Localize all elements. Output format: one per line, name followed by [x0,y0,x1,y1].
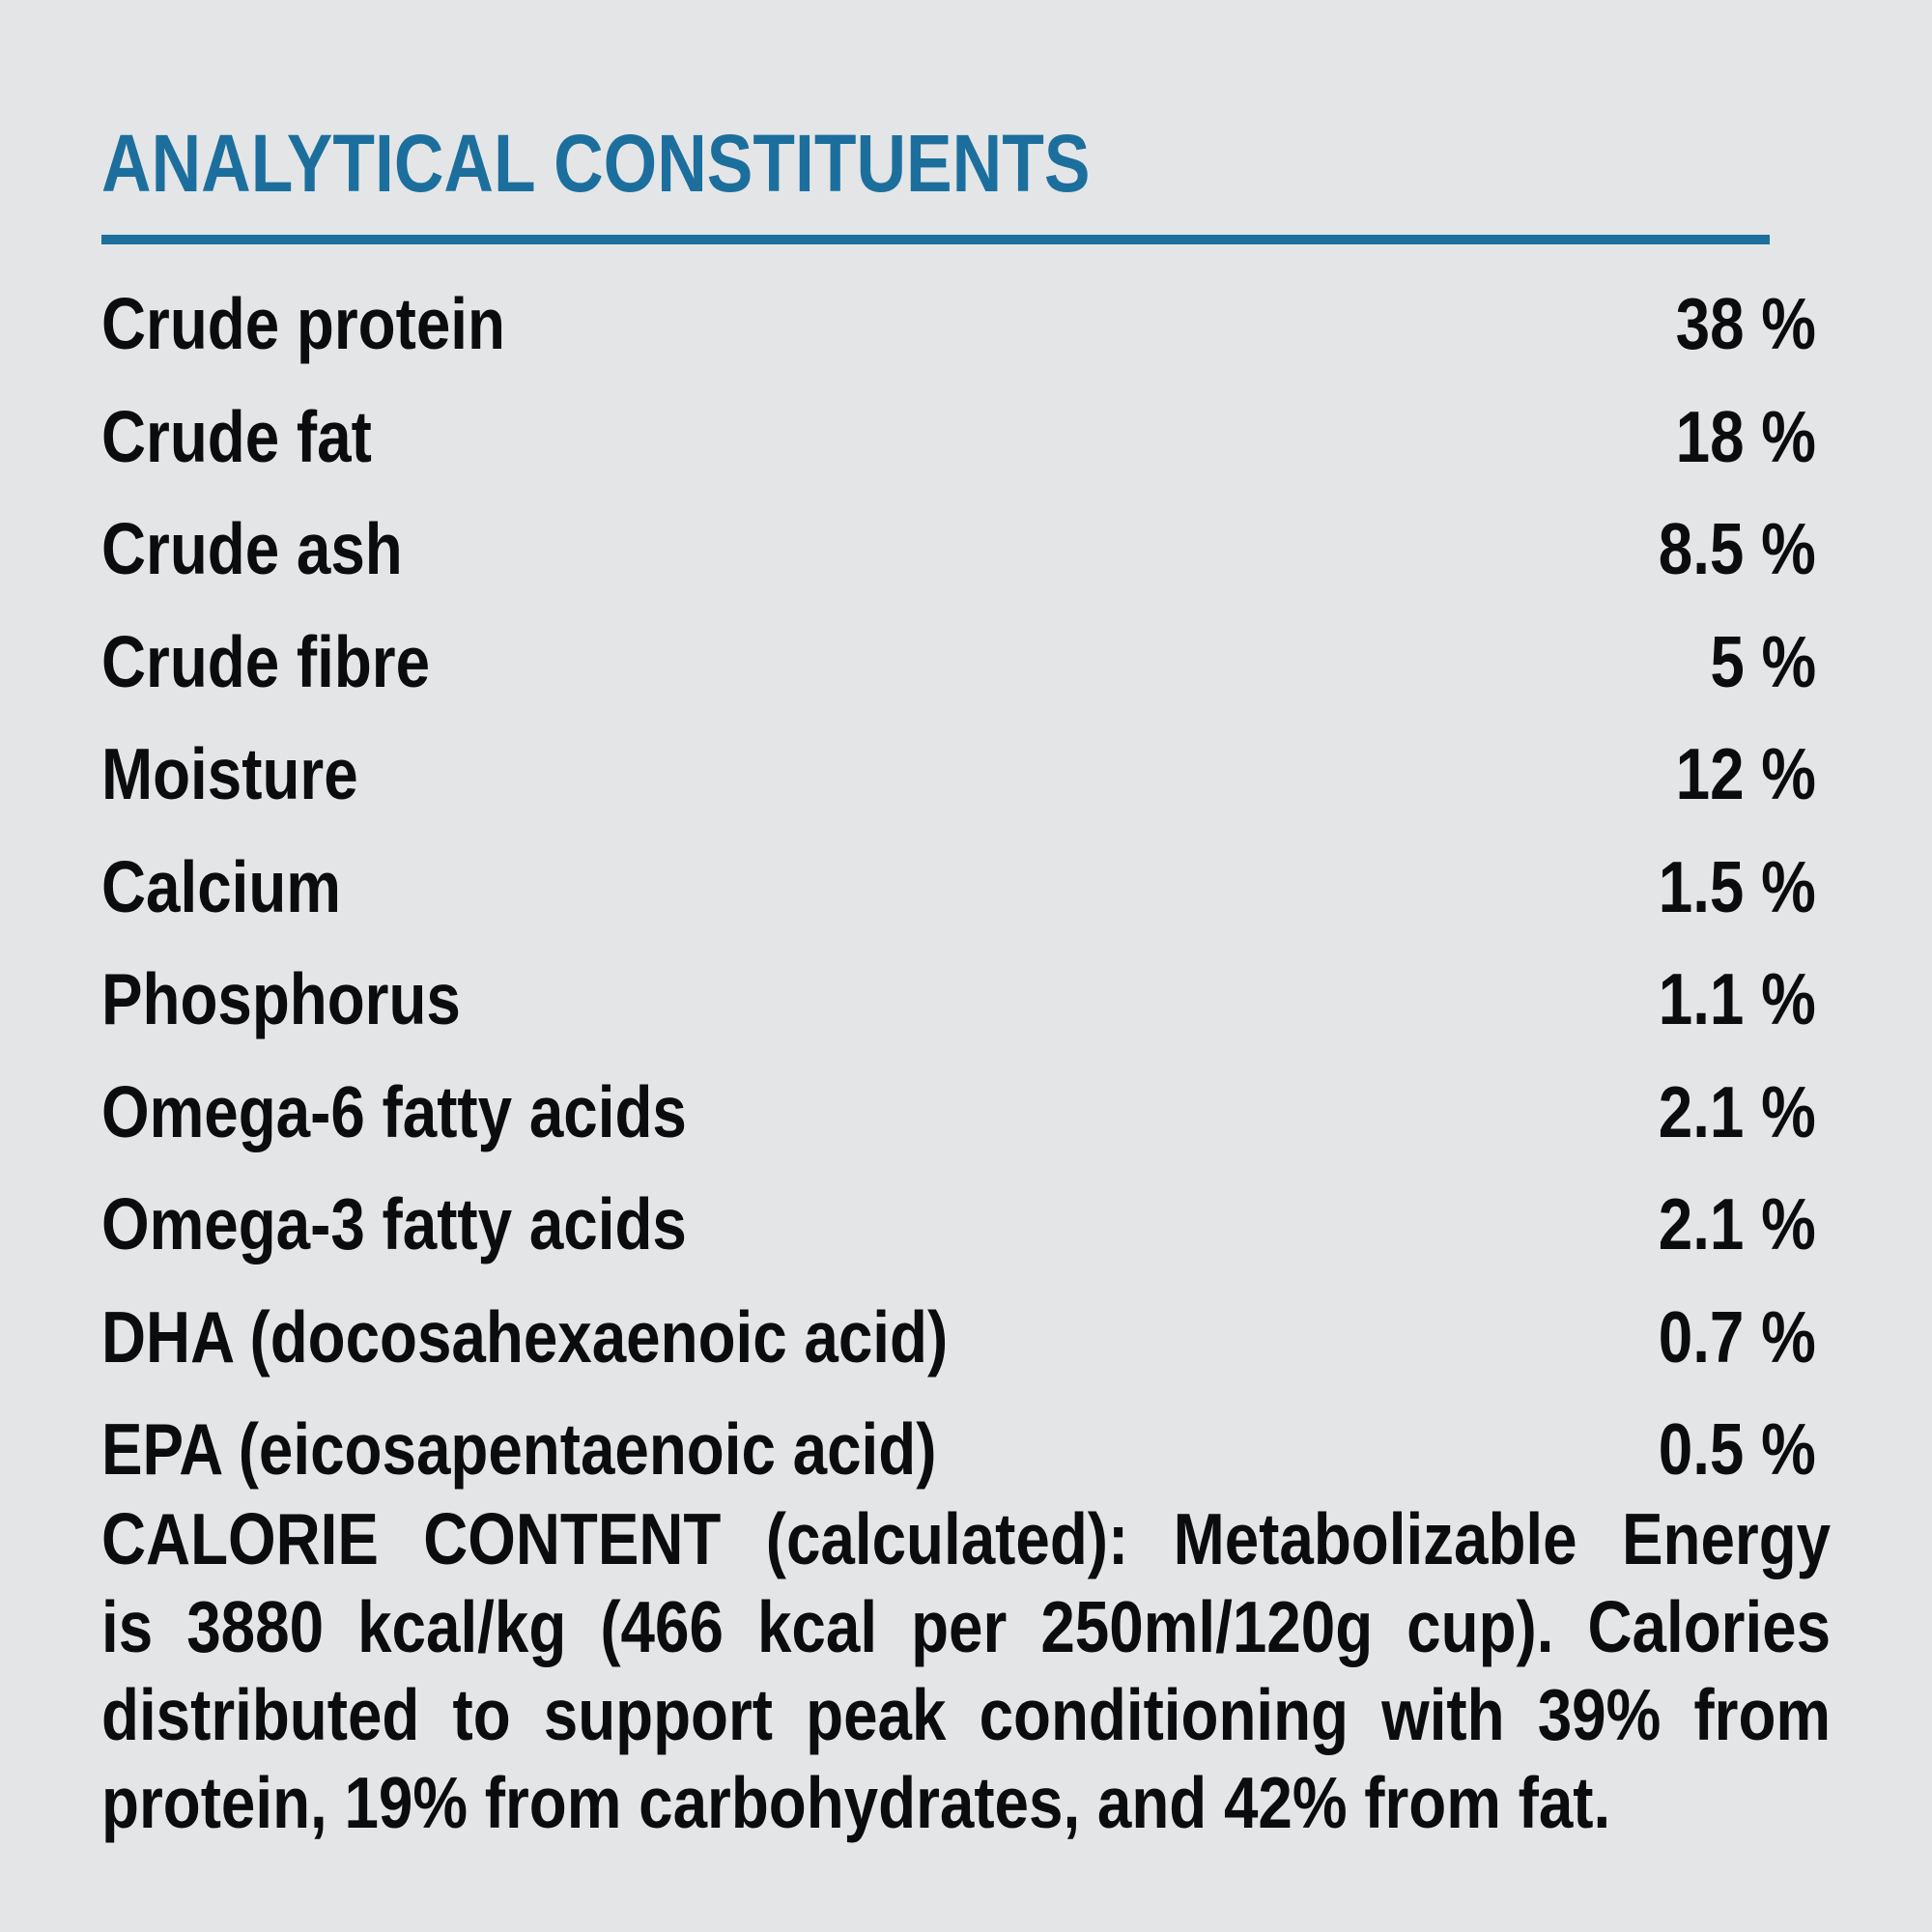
title-underline [101,235,1770,244]
nutrient-label: Crude protein [101,283,505,364]
nutrient-label: Omega-6 fatty acids [101,1071,687,1152]
table-row: Calcium 1.5 % [101,851,1831,964]
table-row: Crude protein 38 % [101,288,1831,401]
calorie-content-line: CALORIE CONTENT (calculated): Metaboliza… [101,1498,1832,1579]
nutrient-value: 1.1 % [1658,958,1816,1039]
nutrient-label: Crude fibre [101,621,431,702]
calorie-content-paragraph: CALORIE CONTENT (calculated): Metaboliza… [101,1495,1831,1847]
nutrient-value: 2.1 % [1658,1071,1816,1152]
nutrient-label: Crude fat [101,396,372,477]
nutrient-label: Phosphorus [101,958,461,1039]
table-row: Crude ash 8.5 % [101,513,1831,626]
table-row: Omega-3 fatty acids 2.1 % [101,1188,1831,1301]
table-row: Moisture 12 % [101,738,1831,851]
nutrient-value: 0.5 % [1658,1408,1816,1490]
nutrient-value: 2.1 % [1658,1183,1816,1264]
calorie-content-line: distributed to support peak conditioning… [101,1674,1832,1755]
nutrient-label: Calcium [101,846,342,927]
nutrient-value: 0.7 % [1658,1296,1816,1378]
section-title: ANALYTICAL CONSTITUENTS [101,118,1091,209]
nutrient-label: Crude ash [101,508,403,589]
nutrient-value: 8.5 % [1658,508,1816,589]
nutrient-value: 5 % [1710,621,1816,702]
nutrient-label: Moisture [101,733,358,814]
table-row: Crude fibre 5 % [101,626,1831,739]
nutrient-value: 12 % [1675,733,1816,814]
calorie-content-line: protein, 19% from carbohydrates, and 42%… [101,1762,1611,1843]
table-row: Phosphorus 1.1 % [101,963,1831,1076]
nutrient-value: 18 % [1675,396,1816,477]
table-row: DHA (docosahexaenoic acid) 0.7 % [101,1301,1831,1414]
nutrient-label: Omega-3 fatty acids [101,1183,687,1264]
nutrient-value: 38 % [1675,283,1816,364]
table-row: Omega-6 fatty acids 2.1 % [101,1076,1831,1189]
calorie-content-line: is 3880 kcal/kg (466 kcal per 250ml/120g… [101,1586,1832,1667]
nutrient-table: Crude protein 38 % Crude fat 18 % Crude … [101,0,1831,1526]
table-row: EPA (eicosapentaenoic acid) 0.5 % [101,1413,1831,1526]
nutrient-label: DHA (docosahexaenoic acid) [101,1296,949,1378]
nutrient-label: EPA (eicosapentaenoic acid) [101,1408,937,1490]
nutrient-value: 1.5 % [1658,846,1816,927]
table-row: Crude fat 18 % [101,401,1831,514]
